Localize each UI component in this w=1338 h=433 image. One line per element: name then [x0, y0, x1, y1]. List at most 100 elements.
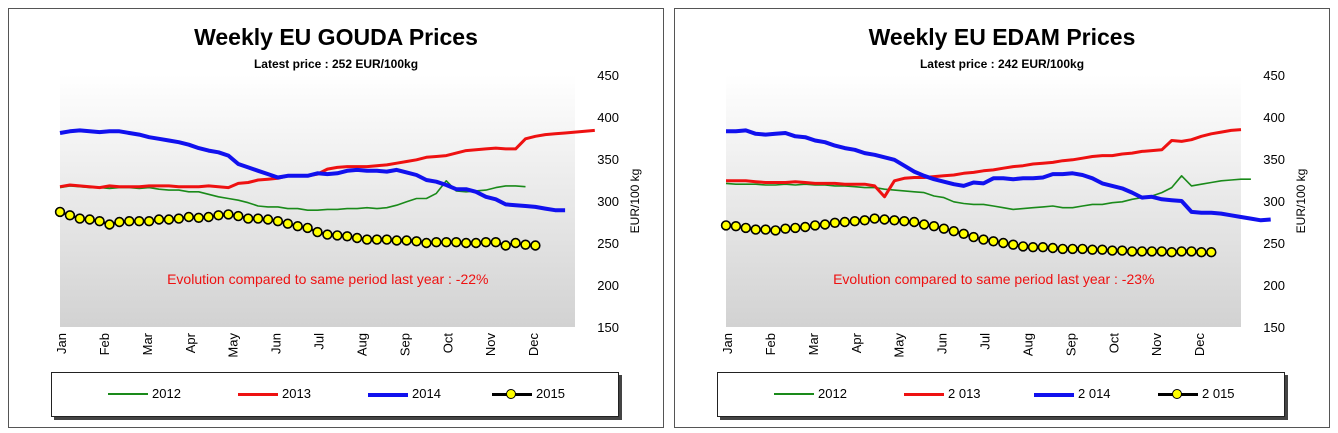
data-point-2015	[1166, 247, 1177, 258]
data-point-2015	[1067, 243, 1078, 255]
series-line-s2012	[725, 175, 1251, 211]
y-tick-label: 200	[1263, 278, 1285, 293]
legend-item-2014: 2 014	[1034, 386, 1111, 401]
y-tick-label: 400	[1263, 110, 1285, 125]
data-point-2015	[849, 216, 861, 227]
data-point-2015	[332, 230, 343, 241]
x-tick-label: May	[226, 333, 241, 358]
data-point-2015	[809, 220, 821, 231]
data-point-2015	[163, 214, 175, 225]
data-point-2015	[750, 224, 761, 235]
data-point-2015	[262, 214, 274, 225]
y-axis-label: EUR/100 kg	[628, 169, 642, 234]
yoy-annotation: Evolution compared to same period last y…	[167, 271, 488, 287]
legend-swatch-2014	[1034, 387, 1074, 401]
edam-legend: 2012 2 013 2 014 2 015	[717, 372, 1285, 417]
data-point-2015	[1126, 246, 1138, 257]
data-point-2015	[1047, 242, 1058, 254]
x-tick-label: Oct	[440, 333, 455, 354]
data-point-2015	[104, 219, 115, 230]
data-point-2015	[213, 210, 224, 221]
data-point-2015	[490, 237, 501, 248]
data-point-2015	[342, 231, 353, 242]
legend-item-2013: 2013	[238, 386, 311, 401]
legend-label: 2 015	[1202, 386, 1235, 401]
data-point-2015	[1097, 244, 1108, 255]
data-point-2015	[730, 221, 742, 232]
data-point-2015	[839, 216, 851, 228]
chart-title: Weekly EU EDAM Prices	[868, 24, 1136, 50]
data-point-2015	[1156, 246, 1167, 257]
legend-item-2015: 2 015	[1158, 386, 1235, 401]
data-point-2015	[361, 234, 373, 245]
legend-swatch-2013	[904, 387, 944, 401]
x-tick-label: Jun	[935, 333, 950, 354]
data-point-2015	[480, 237, 492, 248]
data-point-2015	[411, 236, 422, 247]
legend-item-2013: 2 013	[904, 386, 981, 401]
data-point-2015	[74, 213, 86, 224]
data-point-2015	[790, 222, 801, 234]
data-point-2015	[1027, 242, 1039, 253]
data-point-2015	[770, 225, 781, 236]
data-point-2015	[799, 221, 811, 233]
data-point-2015	[988, 236, 999, 247]
x-tick-label: Feb	[97, 333, 112, 355]
x-tick-label: Nov	[1149, 333, 1164, 357]
y-tick-label: 300	[1263, 194, 1285, 209]
data-point-2015	[740, 222, 752, 234]
x-tick-label: Apr	[183, 332, 198, 353]
x-tick-label: Jan	[54, 333, 69, 354]
data-point-2015	[958, 228, 969, 240]
data-point-2015	[381, 234, 392, 245]
data-point-2015	[869, 213, 880, 224]
y-tick-label: 400	[597, 110, 619, 125]
data-point-2015	[54, 206, 66, 218]
data-point-2015	[460, 237, 472, 249]
data-point-2015	[114, 216, 125, 228]
legend-item-2015: 2015	[492, 386, 565, 401]
data-point-2015	[451, 237, 462, 248]
gouda-plot: 150 200 250 300 350 400 450 EUR/100 kg Jan Feb Mar…	[54, 68, 642, 358]
data-point-2015	[879, 214, 890, 225]
data-point-2015	[948, 226, 959, 237]
y-tick-label: 250	[1263, 236, 1285, 251]
legend-item-2012: 2012	[774, 386, 847, 401]
data-point-2015	[1117, 245, 1128, 256]
legend-label: 2013	[282, 386, 311, 401]
x-tick-label: Mar	[140, 332, 155, 355]
series-line-s2013	[59, 128, 595, 190]
legend-label: 2012	[818, 386, 847, 401]
data-point-2015	[223, 209, 234, 220]
legend-swatch-2015	[1158, 387, 1198, 401]
legend-item-2012: 2012	[108, 386, 181, 401]
edam-plot: 150 200 250 300 350 400 450 EUR/100 kg Jan Feb Mar…	[720, 68, 1308, 358]
y-tick-label: 350	[597, 152, 619, 167]
data-point-2015	[978, 234, 989, 245]
data-point-2015	[322, 229, 333, 240]
data-point-2015	[441, 237, 452, 248]
series-line-s2014	[59, 128, 566, 213]
data-point-2015	[282, 218, 293, 229]
data-point-2015	[520, 239, 531, 250]
legend-swatch-2015	[492, 387, 532, 401]
data-point-2015	[1107, 245, 1118, 256]
gouda-legend: 2012 2013 2014 2015	[51, 372, 619, 417]
data-point-2015	[1017, 241, 1029, 252]
plot-area	[726, 75, 1241, 327]
series-line-s2013	[726, 128, 1242, 199]
data-point-2015	[859, 215, 870, 226]
x-tick-label: Aug	[1020, 333, 1035, 356]
x-tick-label: Mar	[806, 332, 821, 355]
data-point-2015	[1037, 242, 1049, 253]
data-point-2015	[421, 237, 432, 249]
data-point-2015	[431, 237, 442, 248]
x-tick-label: Aug	[354, 333, 369, 356]
x-tick-label: Jun	[269, 333, 284, 354]
x-tick-label: Nov	[483, 333, 498, 357]
x-tick-label: Jul	[312, 333, 327, 350]
x-tick-label: Oct	[1106, 333, 1121, 354]
legend-label: 2014	[412, 386, 441, 401]
data-point-2015	[84, 214, 95, 225]
chart-title: Weekly EU GOUDA Prices	[194, 24, 478, 50]
